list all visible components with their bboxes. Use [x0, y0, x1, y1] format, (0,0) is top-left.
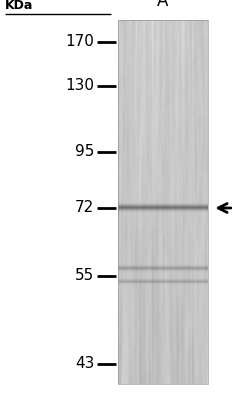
Text: KDa: KDa	[5, 0, 33, 12]
Text: 43: 43	[75, 356, 94, 372]
Text: 170: 170	[66, 34, 94, 50]
Text: 72: 72	[75, 200, 94, 216]
Text: 130: 130	[65, 78, 94, 94]
Text: A: A	[157, 0, 169, 10]
Bar	[118, 20, 208, 384]
Text: 55: 55	[75, 268, 94, 284]
Text: 95: 95	[75, 144, 94, 160]
